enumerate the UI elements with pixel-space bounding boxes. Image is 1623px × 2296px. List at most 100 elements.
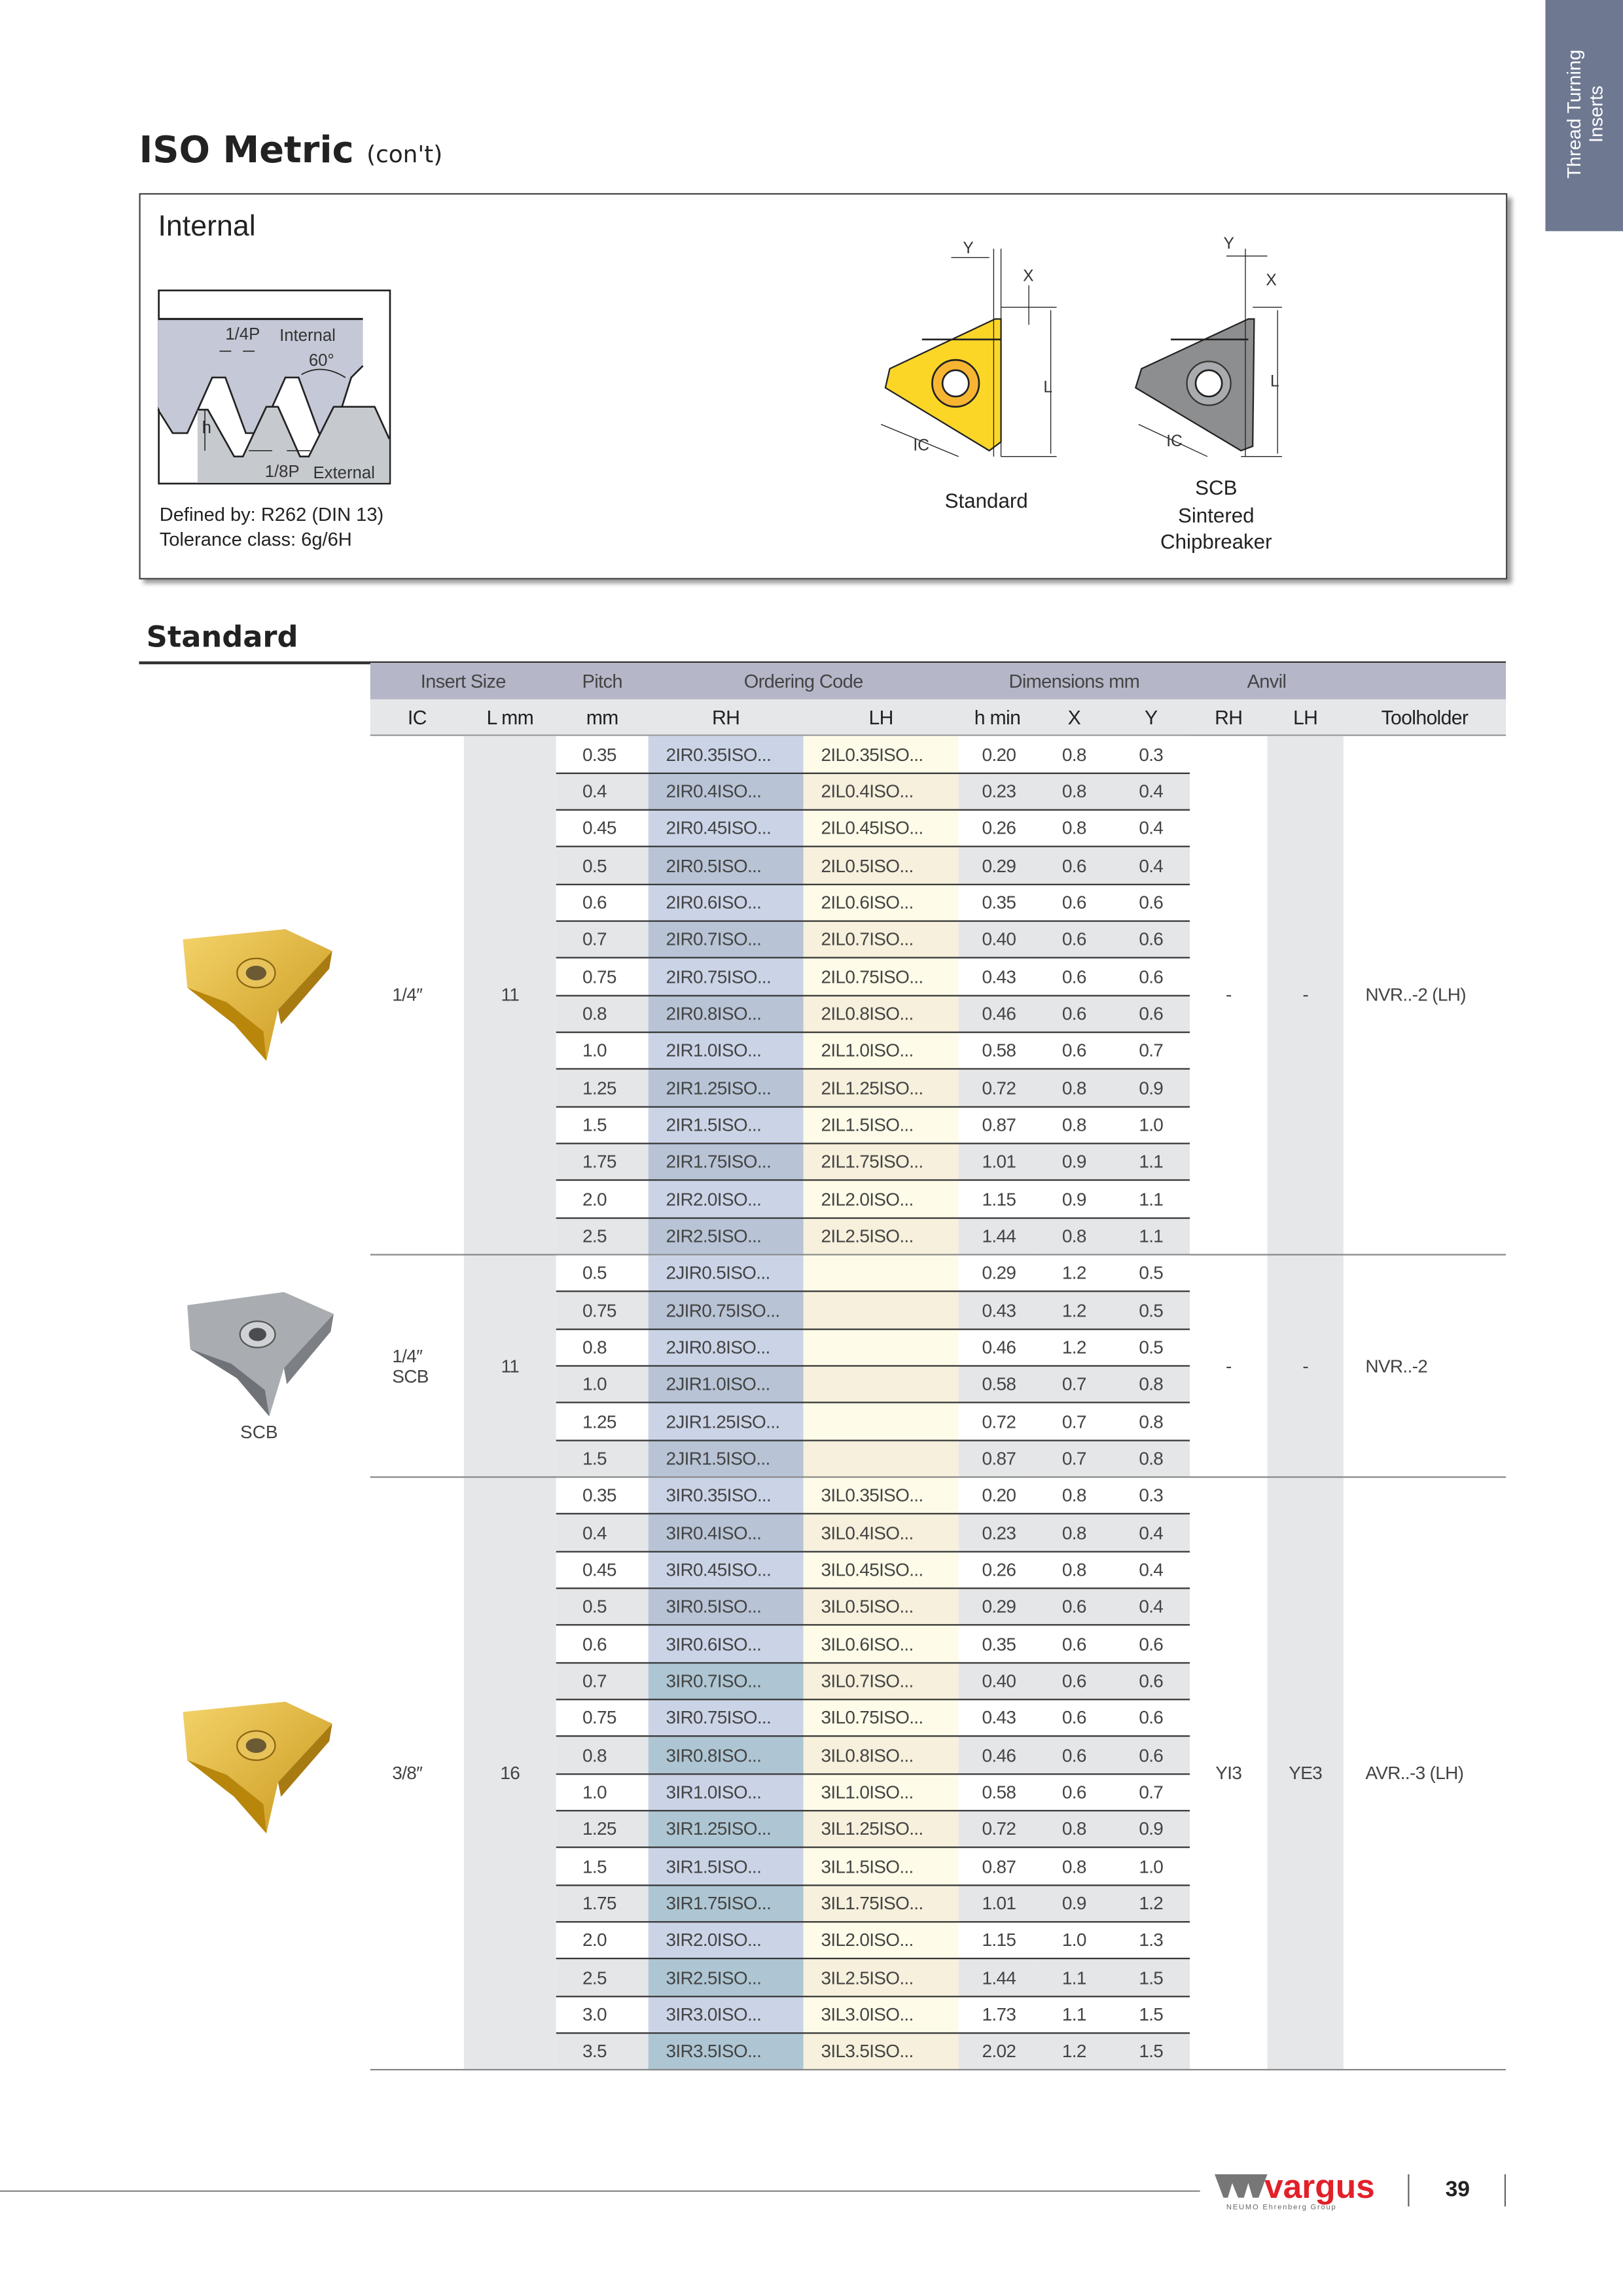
lh-code-cell: 2IL0.75ISO... <box>803 958 959 996</box>
row-divider <box>556 809 1190 811</box>
thread-profile-diagram: 1/4P Internal 60° h 1/8P External <box>157 289 391 485</box>
pitch-cell: 1.5 <box>556 1440 649 1477</box>
column-header-8: RH <box>1215 707 1243 729</box>
row-divider <box>556 1587 1190 1589</box>
hmin-cell: 0.26 <box>958 1551 1037 1589</box>
scb-dim-y-label: Y <box>1223 235 1234 253</box>
hmin-cell: 0.40 <box>958 921 1037 959</box>
pitch-cell: 2.0 <box>556 1922 649 1960</box>
x-cell: 0.8 <box>1036 810 1113 847</box>
hmin-cell: 0.46 <box>958 995 1037 1033</box>
x-cell: 0.6 <box>1036 1737 1113 1774</box>
x-cell: 1.1 <box>1036 1959 1113 1996</box>
x-cell: 0.6 <box>1036 958 1113 996</box>
rh-code-cell: 3IR0.7ISO... <box>648 1663 804 1700</box>
y-cell: 1.3 <box>1112 1922 1190 1960</box>
hmin-cell: 0.87 <box>958 1440 1037 1477</box>
l-cell: 16 <box>500 1763 520 1784</box>
footer-rule <box>0 2190 1200 2192</box>
hmin-cell: 0.46 <box>958 1329 1037 1366</box>
internal-heading: Internal <box>158 210 256 242</box>
pitch-cell: 0.75 <box>556 1292 649 1330</box>
header-group-1: Pitch <box>582 670 623 692</box>
y-cell: 0.8 <box>1112 1440 1190 1477</box>
scb-label-line3: Chipbreaker <box>1160 531 1272 554</box>
external-label: External <box>313 464 375 482</box>
hmin-cell: 0.72 <box>958 1810 1037 1848</box>
scb-image-label: SCB <box>240 1422 278 1443</box>
x-cell: 0.9 <box>1036 1180 1113 1218</box>
x-cell: 0.8 <box>1036 1551 1113 1589</box>
x-cell: 0.6 <box>1036 1773 1113 1811</box>
lh-code-cell <box>803 1403 959 1441</box>
hmin-cell: 1.15 <box>958 1922 1037 1960</box>
lh-code-cell: 2IL0.4ISO... <box>803 773 959 811</box>
pitch-cell: 1.0 <box>556 1032 649 1070</box>
rh-code-cell: 2JIR1.5ISO... <box>648 1440 804 1477</box>
dim-ic-label: IC <box>913 437 929 455</box>
lh-code-cell: 2IL1.25ISO... <box>803 1069 959 1107</box>
group-divider <box>370 1476 1507 1478</box>
row-divider <box>556 846 1190 848</box>
defined-by-text: Defined by: R262 (DIN 13) <box>160 504 383 525</box>
page-title: ISO Metric (con't) <box>139 129 442 171</box>
rh-code-cell: 2IR0.5ISO... <box>648 847 804 885</box>
column-header-1: L mm <box>486 707 534 729</box>
x-cell: 0.7 <box>1036 1403 1113 1441</box>
row-divider <box>556 1291 1190 1293</box>
scb-insert-image <box>187 1292 334 1417</box>
rh-code-cell: 2IR2.0ISO... <box>648 1180 804 1218</box>
lh-code-cell: 3IL1.75ISO... <box>803 1884 959 1922</box>
y-cell: 0.4 <box>1112 847 1190 885</box>
column-header-0: IC <box>407 707 427 729</box>
y-cell: 0.6 <box>1112 1663 1190 1700</box>
rh-code-cell: 3IR0.45ISO... <box>648 1551 804 1589</box>
large-insert-image <box>183 1701 332 1833</box>
x-cell: 0.6 <box>1036 1699 1113 1737</box>
toolholder-cell: NVR..-2 <box>1365 1356 1428 1377</box>
x-cell: 0.8 <box>1036 1218 1113 1255</box>
rh-code-cell: 2JIR1.25ISO... <box>648 1403 804 1441</box>
rh-code-cell: 2IR0.75ISO... <box>648 958 804 996</box>
row-divider <box>556 1365 1190 1367</box>
x-cell: 0.8 <box>1036 735 1113 773</box>
pitch-cell: 0.4 <box>556 773 649 811</box>
row-divider <box>556 957 1190 959</box>
rh-code-cell: 2IR0.45ISO... <box>648 810 804 847</box>
row-divider <box>556 1846 1190 1849</box>
y-cell: 0.9 <box>1112 1810 1190 1848</box>
anvil-lh-cell: - <box>1302 1356 1309 1377</box>
anvil-rh-cell: - <box>1225 1356 1232 1377</box>
rh-code-cell: 2IR1.5ISO... <box>648 1106 804 1144</box>
hmin-cell: 0.43 <box>958 1292 1037 1330</box>
pitch-cell: 2.5 <box>556 1218 649 1255</box>
rh-code-cell: 3IR0.8ISO... <box>648 1737 804 1774</box>
row-divider <box>556 883 1190 885</box>
hmin-cell: 0.20 <box>958 1477 1037 1515</box>
hmin-cell: 0.72 <box>958 1069 1037 1107</box>
pitch-cell: 1.5 <box>556 1848 649 1885</box>
rh-code-cell: 2JIR0.8ISO... <box>648 1329 804 1366</box>
ic-cell: 1/4″ SCB <box>370 1255 464 1477</box>
y-cell: 0.6 <box>1112 1625 1190 1663</box>
pitch-cell: 1.0 <box>556 1773 649 1811</box>
y-cell: 0.4 <box>1112 1588 1190 1626</box>
row-divider <box>556 1216 1190 1219</box>
pitch-cell: 1.75 <box>556 1884 649 1922</box>
x-cell: 1.2 <box>1036 2033 1113 2071</box>
column-header-5: h min <box>974 707 1021 729</box>
y-cell: 0.4 <box>1112 773 1190 811</box>
x-cell: 0.7 <box>1036 1440 1113 1477</box>
pitch-cell: 1.25 <box>556 1810 649 1848</box>
pitch-cell: 0.7 <box>556 921 649 959</box>
hmin-cell: 0.46 <box>958 1737 1037 1774</box>
ic-cell: 1/4″ <box>370 736 464 1255</box>
lh-code-cell <box>803 1292 959 1330</box>
column-header-6: X <box>1067 707 1081 729</box>
row-divider <box>556 1699 1190 1701</box>
x-cell: 0.6 <box>1036 1032 1113 1070</box>
lh-code-cell <box>803 1440 959 1477</box>
row-divider <box>556 1736 1190 1738</box>
pitch-cell: 3.0 <box>556 1996 649 2034</box>
rh-code-cell: 2IR0.8ISO... <box>648 995 804 1033</box>
